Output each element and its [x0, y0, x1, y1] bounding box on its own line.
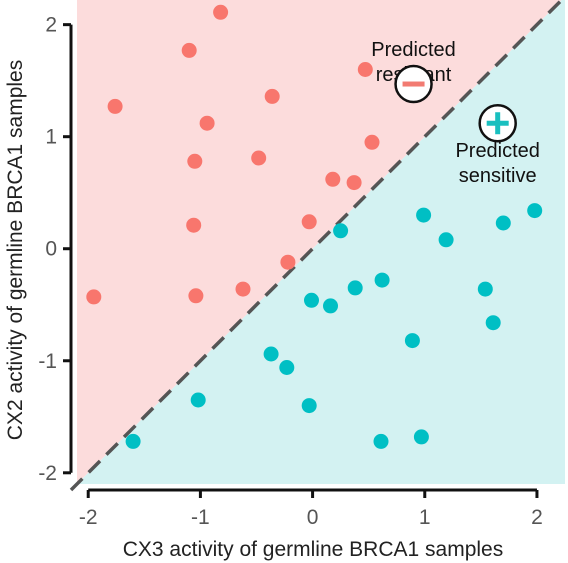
- annotation-label: sensitive: [459, 165, 537, 187]
- data-point: [413, 429, 429, 445]
- x-tick-label: 1: [419, 506, 431, 529]
- data-point: [107, 98, 123, 114]
- data-point: [301, 398, 317, 414]
- x-axis-title: CX3 activity of germline BRCA1 samples: [123, 538, 503, 561]
- data-point: [301, 214, 317, 230]
- y-tick-label: 0: [45, 238, 57, 261]
- annotations: PredictedresistantPredictedsensitive: [371, 39, 540, 187]
- data-point: [188, 288, 204, 304]
- data-point: [190, 392, 206, 408]
- data-point: [304, 292, 319, 308]
- data-point: [251, 150, 267, 166]
- data-point: [325, 171, 341, 187]
- diagonal-dashed-line: [69, 0, 565, 492]
- data-point: [374, 272, 390, 288]
- data-point: [416, 207, 432, 223]
- x-tick-label: -2: [79, 506, 98, 529]
- data-point: [125, 433, 141, 449]
- data-point: [199, 115, 215, 131]
- data-points: [86, 4, 543, 449]
- y-axis-title: CX2 activity of germline BRCA1 samples: [4, 60, 27, 440]
- y-tick-label: -2: [38, 462, 57, 485]
- data-point: [438, 232, 454, 248]
- symbol-bar: [402, 81, 425, 87]
- y-tick-label: 1: [45, 126, 57, 149]
- data-point: [187, 153, 203, 169]
- data-point: [263, 346, 279, 362]
- data-point: [404, 333, 420, 349]
- data-point: [280, 254, 296, 270]
- data-point: [235, 281, 251, 297]
- data-point: [86, 289, 102, 305]
- data-point: [495, 215, 511, 231]
- symbol-bar: [495, 112, 501, 135]
- data-point: [364, 134, 380, 150]
- data-point: [346, 175, 362, 191]
- data-point: [485, 315, 501, 331]
- data-point: [279, 360, 295, 375]
- x-tick-label: 2: [531, 506, 543, 529]
- data-point: [527, 203, 543, 219]
- y-axis-ticks: -2 -1 0 1 2: [38, 14, 71, 485]
- x-axis-ticks: -2 -1 0 1 2: [79, 490, 543, 529]
- predicted-resistant-region: [77, 0, 565, 484]
- x-tick-label: -1: [191, 506, 210, 529]
- x-tick-label: 0: [307, 506, 319, 529]
- data-point: [333, 223, 349, 239]
- data-point: [213, 4, 229, 20]
- data-point: [181, 42, 197, 58]
- data-point: [323, 298, 338, 314]
- data-point: [264, 88, 280, 104]
- data-point: [347, 280, 363, 296]
- y-tick-label: 2: [45, 14, 57, 37]
- data-point: [186, 217, 202, 233]
- annotation-label: Predicted: [455, 140, 540, 162]
- annotation-label: Predicted: [371, 39, 456, 61]
- y-tick-label: -1: [38, 350, 57, 373]
- data-point: [477, 281, 493, 297]
- data-point: [373, 433, 389, 449]
- data-point: [357, 62, 373, 77]
